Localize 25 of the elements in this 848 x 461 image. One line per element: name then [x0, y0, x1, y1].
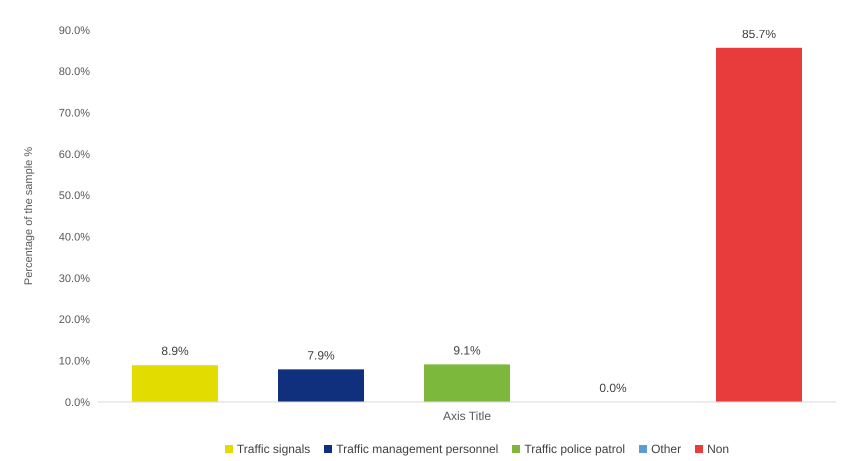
y-tick-label: 0.0% [64, 396, 90, 409]
y-axis-title: Percentage of the sample % [22, 146, 35, 286]
y-tick-label: 10.0% [58, 356, 90, 368]
legend-label: Non [706, 442, 730, 456]
y-tick-label: 20.0% [58, 314, 90, 326]
y-tick-label: 90.0% [58, 24, 90, 37]
y-tick-label: 80.0% [58, 66, 90, 78]
data-label: 9.1% [453, 343, 481, 358]
y-tick-label: 50.0% [58, 190, 90, 202]
data-label: 0.0% [599, 381, 627, 395]
bar [278, 369, 364, 402]
y-tick-label: 30.0% [58, 272, 90, 285]
legend-label: Other [650, 442, 682, 456]
bar [424, 364, 510, 402]
bar [716, 48, 802, 402]
y-tick-label: 70.0% [58, 108, 90, 120]
bar [132, 365, 218, 402]
legend-label: Traffic police patrol [523, 442, 626, 456]
data-label: 8.9% [161, 344, 189, 358]
y-tick-label: 40.0% [58, 232, 90, 244]
data-label: 7.9% [307, 348, 335, 362]
legend-label: Traffic management personnel [335, 442, 498, 456]
y-tick-label: 60.0% [58, 148, 90, 161]
legend-label: Traffic signals [236, 442, 310, 456]
x-axis-title: Axis Title [442, 409, 492, 423]
